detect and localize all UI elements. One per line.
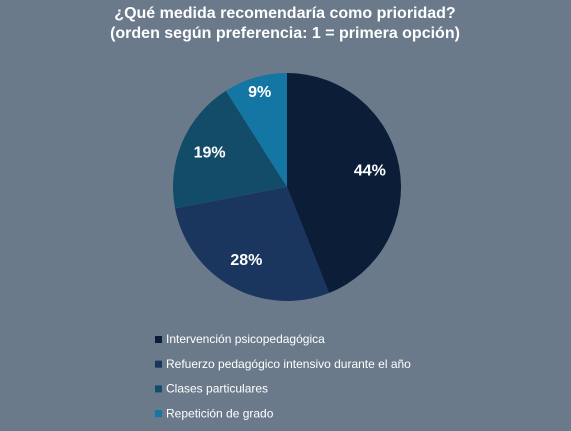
data-label: 28%	[230, 252, 262, 269]
legend-swatch	[155, 336, 162, 343]
data-label: 44%	[354, 162, 386, 179]
legend-swatch	[155, 360, 162, 368]
data-label: 19%	[194, 145, 226, 162]
legend-label: Refuerzo pedagógico intensivo durante el…	[166, 357, 411, 371]
data-label: 9%	[248, 84, 271, 101]
pie-slice	[225, 73, 287, 187]
pie-slice	[287, 73, 401, 293]
legend-swatch	[155, 410, 162, 418]
legend-label: Repetición de grado	[166, 406, 274, 420]
pie-slice	[175, 187, 329, 301]
pie-slice	[172, 90, 287, 209]
legend-label: Intervención psicopedagógica	[166, 332, 325, 346]
legend-label: Clases particulares	[166, 382, 268, 396]
chart-title: ¿Qué medida recomendaría como prioridad?…	[110, 5, 460, 42]
legend-swatch	[155, 385, 162, 393]
